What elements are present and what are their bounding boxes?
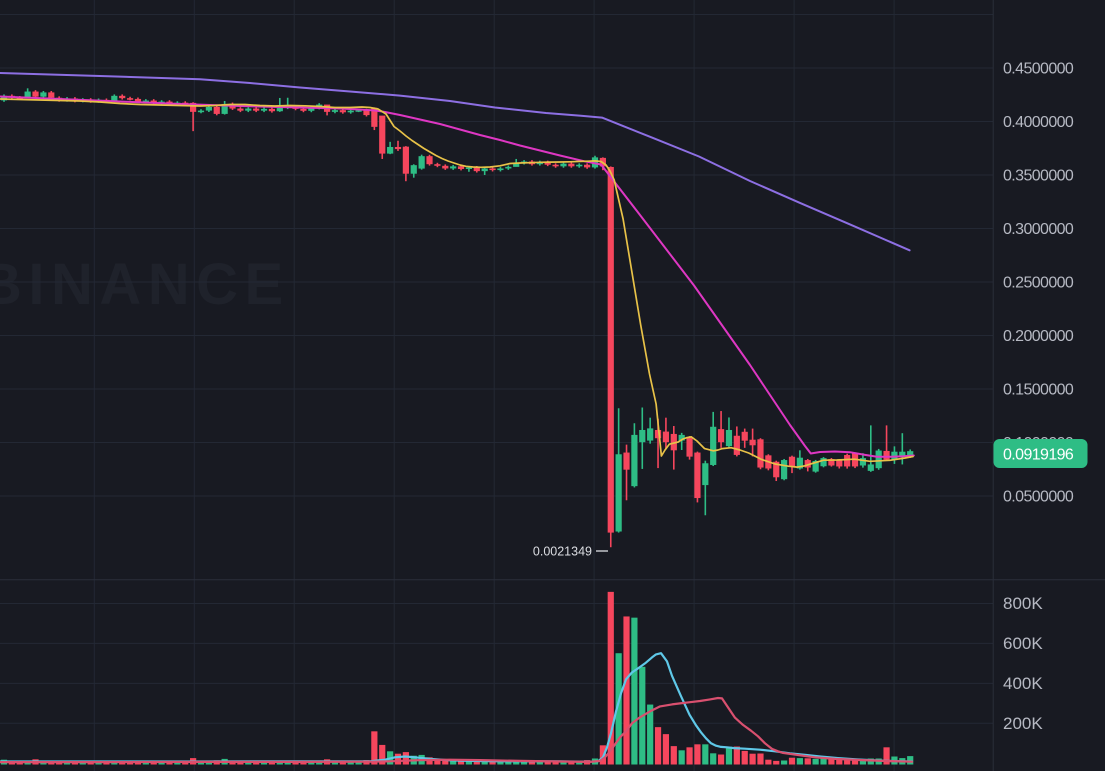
svg-text:0.3500000: 0.3500000 <box>1003 168 1074 185</box>
svg-text:600K: 600K <box>1003 634 1043 653</box>
svg-text:0.0919196: 0.0919196 <box>1003 446 1074 463</box>
svg-text:400K: 400K <box>1003 674 1043 693</box>
svg-text:0.0500000: 0.0500000 <box>1003 489 1074 506</box>
svg-text:BINANCE: BINANCE <box>0 252 290 317</box>
svg-text:0.4000000: 0.4000000 <box>1003 114 1074 131</box>
svg-text:0.3000000: 0.3000000 <box>1003 221 1074 238</box>
svg-text:800K: 800K <box>1003 594 1043 613</box>
svg-text:0.2500000: 0.2500000 <box>1003 275 1074 292</box>
svg-text:200K: 200K <box>1003 714 1043 733</box>
svg-text:0.2000000: 0.2000000 <box>1003 328 1074 345</box>
svg-text:0.4500000: 0.4500000 <box>1003 61 1074 78</box>
svg-text:0.0021349: 0.0021349 <box>533 545 592 559</box>
svg-text:0.1500000: 0.1500000 <box>1003 382 1074 399</box>
